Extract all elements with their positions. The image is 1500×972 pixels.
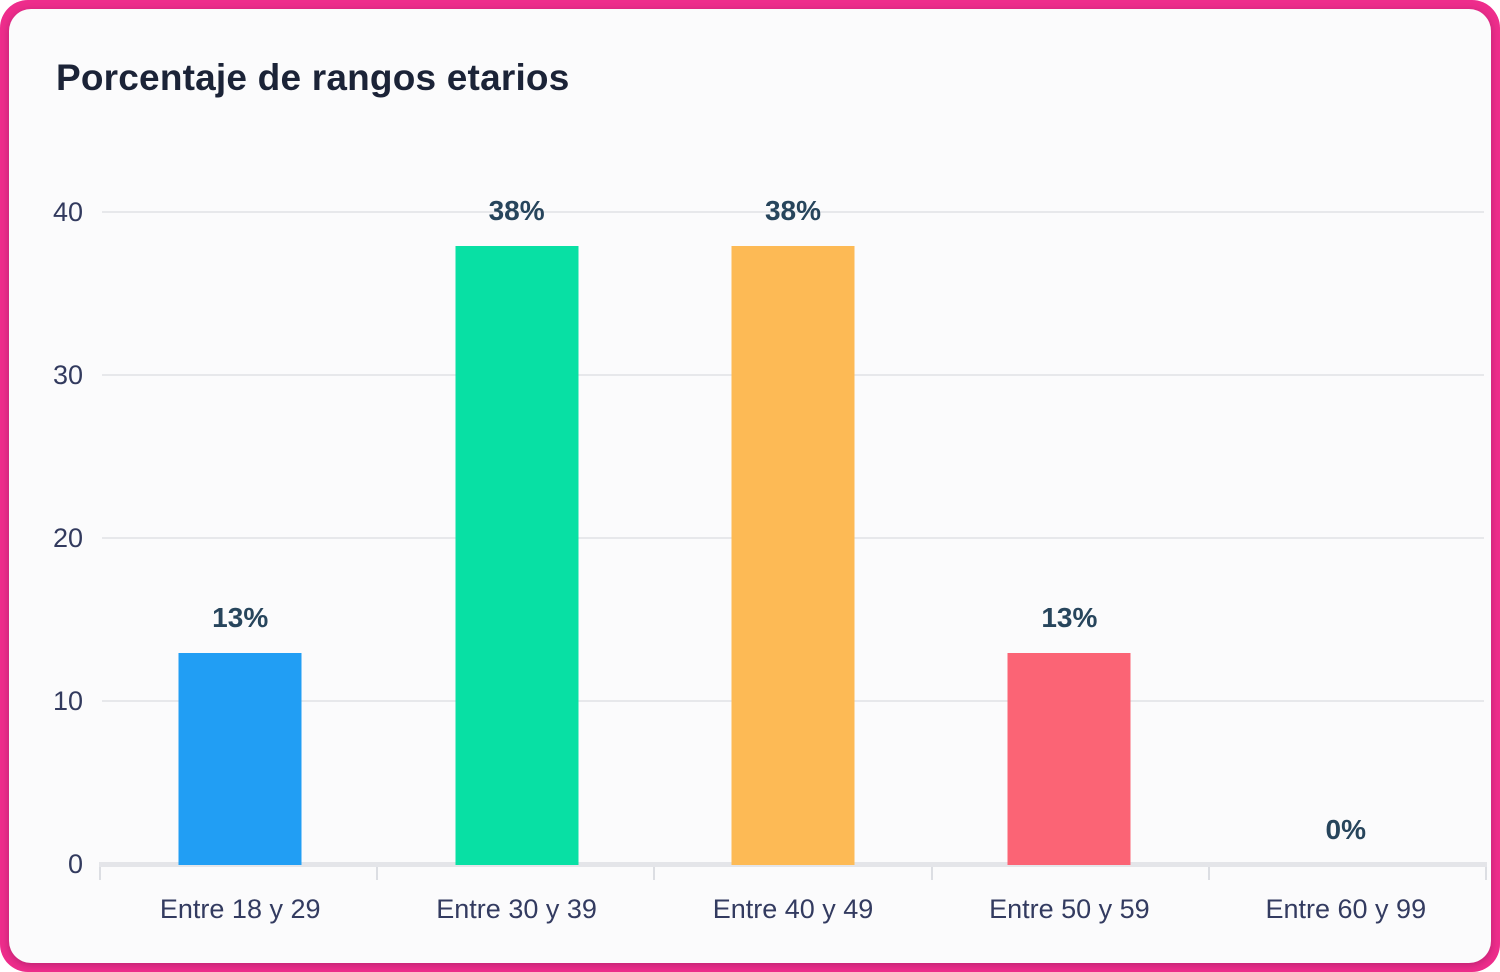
y-axis-label-0: 0 [67, 849, 83, 879]
bar-value-label: 0% [1325, 814, 1367, 845]
chart-title: Porcentaje de rangos etarios [56, 57, 570, 98]
x-axis-label-4: Entre 50 y 59 [989, 894, 1150, 924]
bar-value-label: 13% [1041, 602, 1098, 634]
bar-value-label: 38% [764, 194, 822, 226]
x-axis-tick [99, 867, 101, 880]
bar-entre-40-y-49[interactable] [731, 245, 855, 865]
bar-column-5: 0% Entre 60 y 99 [1208, 212, 1484, 924]
bar-value-label: 38% [488, 194, 545, 226]
x-axis-tick [1208, 867, 1211, 880]
chart-card: Porcentaje de rangos etarios 13% Entre 18… [9, 9, 1491, 963]
y-axis-label-40: 40 [52, 197, 83, 227]
bar-column-3: 38% Entre 40 y 49 [655, 195, 931, 924]
x-axis-tick [1485, 867, 1487, 880]
bar-entre-30-y-39[interactable] [455, 245, 579, 865]
x-axis-tick [930, 867, 933, 880]
bar-value-label: 13% [212, 602, 269, 634]
bar-entre-50-y-59[interactable] [1007, 653, 1131, 865]
x-axis-label-2: Entre 30 y 39 [436, 894, 597, 924]
bar-entre-18-y-29[interactable] [178, 653, 302, 865]
x-axis-label-5: Entre 60 y 99 [1265, 894, 1427, 924]
x-axis-tick [375, 867, 378, 880]
x-axis-label-3: Entre 40 y 49 [712, 894, 874, 924]
y-axis-label-10: 10 [52, 686, 83, 716]
bar-chart-plot-area: 13% Entre 18 y 29 38% Entre 30 y 39 38% Entre… [102, 195, 1484, 924]
y-axis-label-20: 20 [52, 523, 83, 553]
bar-column-1: 13% Entre 18 y 29 [102, 212, 378, 924]
x-axis-tick [653, 867, 656, 880]
y-axis-label-30: 30 [52, 360, 83, 390]
bar-column-2: 38% Entre 30 y 39 [378, 195, 654, 924]
x-axis-label-1: Entre 18 y 29 [159, 894, 321, 924]
bar-column-4: 13% Entre 50 y 59 [931, 212, 1207, 924]
gridline-y-40 [102, 211, 1484, 213]
